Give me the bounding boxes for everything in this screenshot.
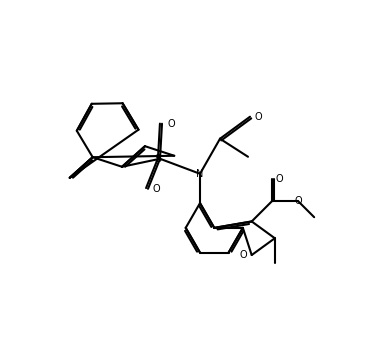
Text: O: O xyxy=(240,250,247,260)
Text: O: O xyxy=(276,174,283,184)
Text: S: S xyxy=(154,154,161,164)
Text: N: N xyxy=(196,169,204,179)
Text: O: O xyxy=(153,184,160,194)
Text: O: O xyxy=(294,196,302,206)
Text: O: O xyxy=(255,112,262,122)
Text: O: O xyxy=(168,119,175,129)
